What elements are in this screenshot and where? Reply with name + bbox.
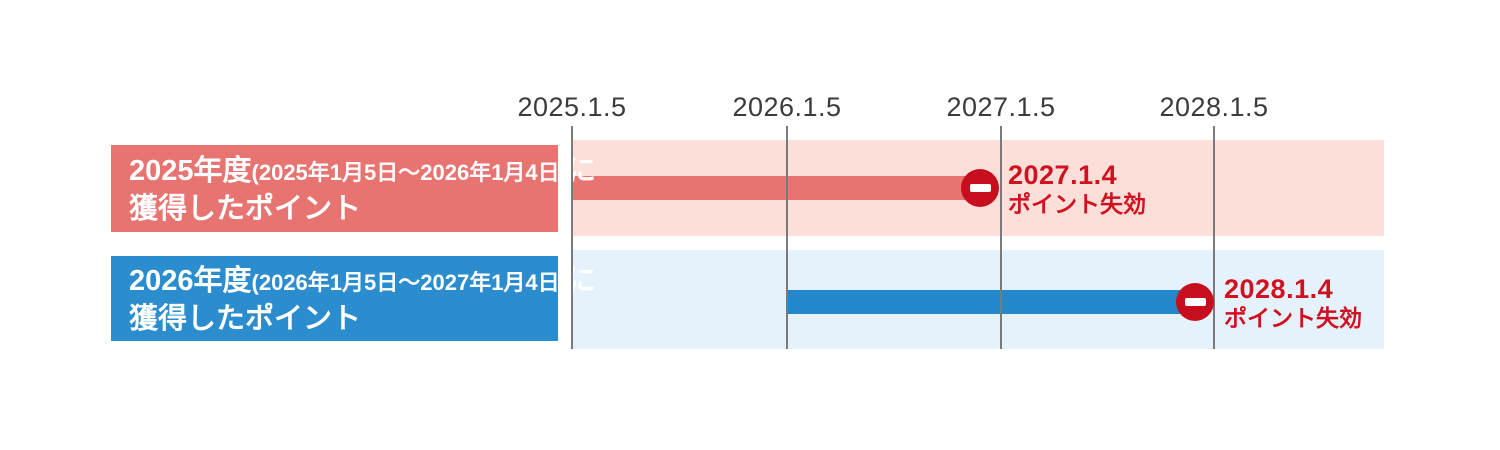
no-entry-icon	[1176, 283, 1214, 321]
fy2026-row-label-line1: 2026年度(2026年1月5日～2027年1月4日)に	[129, 262, 596, 302]
gridline-2027-1-5	[1000, 126, 1002, 349]
axis-tick-2025-1-5: 2025.1.5	[517, 92, 627, 122]
gridline-2026-1-5	[786, 126, 788, 349]
fy2026-expiry-date: 2028.1.4	[1224, 274, 1334, 304]
fy2025-period-text: (2025年1月5日～2026年1月4日)	[251, 159, 567, 185]
gridline-2028-1-5	[1213, 126, 1215, 349]
no-entry-dash	[969, 184, 991, 192]
fy2026-year-text: 2026年度	[129, 264, 252, 297]
no-entry-icon	[961, 169, 999, 207]
fy2026-expiry-annotation: 2028.1.4 ポイント失効	[1224, 274, 1362, 332]
no-entry-dash	[1184, 298, 1206, 306]
fy2025-year-text: 2025年度	[129, 154, 252, 187]
fy2026-period-text: (2026年1月5日～2027年1月4日)	[251, 269, 567, 295]
fy2026-validity-bar	[787, 290, 1195, 314]
fy2025-row-label-line2: 獲得したポイント	[129, 192, 362, 225]
fy2026-row-label: 2026年度(2026年1月5日～2027年1月4日)に 獲得したポイント	[111, 256, 596, 341]
axis-tick-2027-1-5: 2027.1.5	[946, 92, 1056, 122]
fy2025-row-label-line1: 2025年度(2025年1月5日～2026年1月4日)に	[129, 152, 596, 192]
fy2026-row-label-line2: 獲得したポイント	[129, 302, 362, 335]
fy2025-expiry-note: ポイント失効	[1008, 191, 1146, 217]
axis-tick-2028-1-5: 2028.1.5	[1159, 92, 1269, 122]
fy2025-expiry-annotation: 2027.1.4 ポイント失効	[1008, 160, 1146, 218]
fy2025-expiry-date: 2027.1.4	[1008, 160, 1118, 190]
fy2025-validity-bar	[572, 176, 981, 200]
fy2025-row-label: 2025年度(2025年1月5日～2026年1月4日)に 獲得したポイント	[111, 145, 596, 232]
gridline-2025-1-5	[571, 126, 573, 349]
fy2026-expiry-note: ポイント失効	[1224, 305, 1362, 331]
axis-tick-2026-1-5: 2026.1.5	[732, 92, 842, 122]
